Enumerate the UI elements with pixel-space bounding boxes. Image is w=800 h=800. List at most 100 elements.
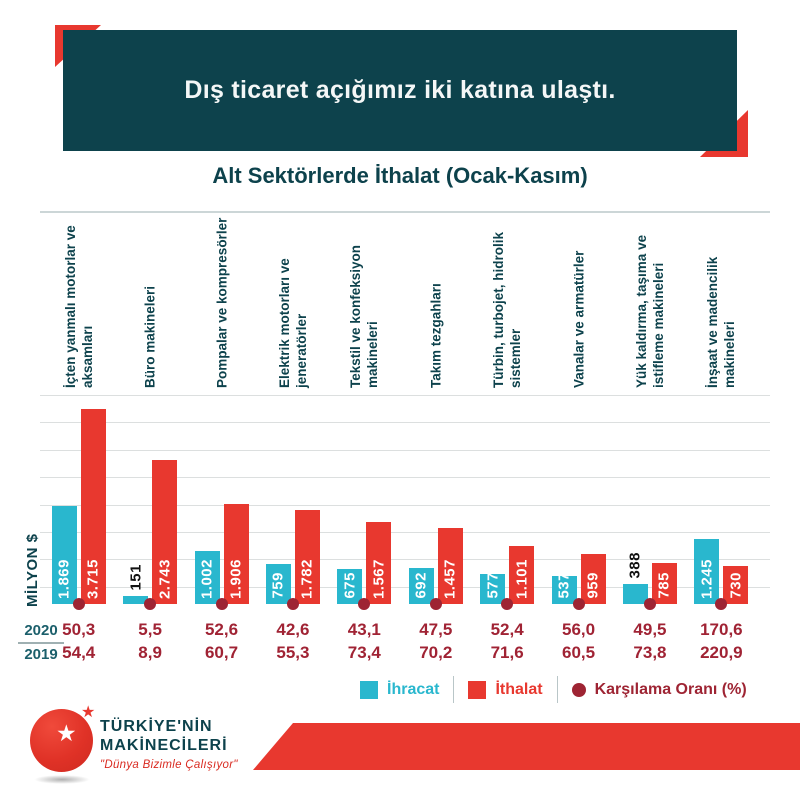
import-bar: 959 <box>580 554 606 604</box>
legend-label-karsilama: Karşılama Oranı (%) <box>594 680 747 698</box>
coverage-ratio-value: 60,5 <box>562 643 596 662</box>
import-bar: 1.782 <box>294 510 320 604</box>
title-banner: Dış ticaret açığımız iki katına ulaştı. <box>63 30 737 151</box>
chart-subtitle: Alt Sektörlerde İthalat (Ocak-Kasım) <box>212 163 588 188</box>
coverage-ratio-value: 70,2 <box>419 643 453 662</box>
category-column: İnşaat ve madencilik makineleri <box>686 214 757 388</box>
import-bar: 1.457 <box>437 528 463 604</box>
export-bar: 151 <box>123 564 149 604</box>
coverage-ratio-value: 73,4 <box>347 643 381 662</box>
category-label: Pompalar ve kompresörler <box>214 217 230 388</box>
coverage-ratio-value: 60,7 <box>204 643 239 662</box>
legend: İhracat İthalat Karşılama Oranı (%) <box>360 676 747 703</box>
logo-shadow <box>34 775 90 784</box>
banner-title: Dış ticaret açığımız iki katına ulaştı. <box>184 76 616 104</box>
category-labels: İçten yanmalı motorlar ve aksamları Büro … <box>43 214 757 388</box>
category-label: Takım tezgahları <box>428 283 444 388</box>
bar-value-label: 785 <box>655 572 673 599</box>
logo-slogan: "Dünya Bizimle Çalışıyor" <box>100 759 238 771</box>
category-label: Tekstil ve konfeksiyon makineleri <box>348 244 381 388</box>
legend-separator <box>453 676 455 703</box>
coverage-ratio-value: 52,6 <box>204 620 239 639</box>
logo-circle <box>30 709 93 772</box>
category-column: Büro makineleri <box>114 214 185 388</box>
bar-pair: 1.002 1.906 <box>186 395 257 610</box>
import-bar: 1.906 <box>223 504 249 604</box>
bar-value-label: 3.715 <box>84 558 102 599</box>
coverage-ratio-value: 42,6 <box>276 620 310 639</box>
coverage-ratio-value: 54,4 <box>62 643 96 662</box>
bar-value-label: 959 <box>584 572 602 599</box>
gridline <box>40 559 770 561</box>
gridline <box>40 532 770 533</box>
bar-pair: 537 959 <box>543 395 614 610</box>
bar-pair: 1.245 730 <box>686 395 757 610</box>
export-bar: 675 <box>337 569 363 604</box>
coverage-ratio-value: 50,3 <box>62 620 96 639</box>
coverage-ratio-dot <box>501 598 514 610</box>
gridline <box>40 422 770 424</box>
export-swatch-icon <box>360 680 378 699</box>
bar-pair: 1.869 3.715 <box>43 395 114 610</box>
bar-value-label: 1.457 <box>441 558 459 599</box>
y-axis-label: MİLYON $ <box>24 533 41 607</box>
bar-value-label: 537 <box>555 572 573 599</box>
bar-value-label: 2.743 <box>156 558 174 599</box>
bar-value-label: 388 <box>626 552 644 579</box>
category-column: İçten yanmalı motorlar ve aksamları <box>43 214 114 388</box>
coverage-ratio-dot <box>72 598 85 610</box>
coverage-ratio-row-2019: 54,4 8,9 60,7 55,3 73,4 70,2 71,6 60,5 73,8 220,9 <box>43 643 757 663</box>
bar-value-label: 675 <box>341 572 359 599</box>
bar-pair: 759 1.782 <box>257 395 328 610</box>
coverage-ratio-value: 55,3 <box>276 643 310 662</box>
category-column: Takım tezgahları <box>400 214 471 388</box>
category-label: Elektrik motorları ve jeneratörler <box>276 258 309 388</box>
import-bar: 730 <box>723 566 749 604</box>
export-bar: 1.869 <box>51 506 77 604</box>
coverage-ratio-dot <box>643 598 656 610</box>
bar-value-label: 1.567 <box>370 558 388 599</box>
category-label: Büro makineleri <box>142 285 158 388</box>
import-bar: 1.567 <box>366 522 392 604</box>
bar-chart-plot-area: 1.869 3.715 151 2.743 1.002 1.906 759 1.782 675 1… <box>40 395 770 610</box>
coverage-ratio-value: 49,5 <box>633 620 667 639</box>
coverage-ratio-dot <box>144 598 157 610</box>
bottom-red-band <box>253 723 800 770</box>
bar-value-label: 1.906 <box>227 558 245 599</box>
logo-text: TÜRKİYE'NİN MAKİNECİLERİ "Dünya Bizimle … <box>100 717 238 771</box>
export-bar: 388 <box>622 552 648 604</box>
gridline <box>40 504 770 506</box>
logo-line1: TÜRKİYE'NİN <box>100 718 213 735</box>
top-rule-line <box>40 211 770 213</box>
category-label: Türbin, turbojet, hidrolik sistemler <box>491 232 524 388</box>
coverage-ratio-value: 170,6 <box>700 620 743 639</box>
legend-item-ithalat: İthalat <box>468 680 543 699</box>
import-bar: 3.715 <box>80 409 106 604</box>
coverage-ratio-dot <box>215 598 228 610</box>
bar-value-label: 692 <box>412 572 430 599</box>
import-bar: 785 <box>651 563 677 604</box>
bar-value-label: 1.782 <box>298 558 316 599</box>
bar-pair: 692 1.457 <box>400 395 471 610</box>
star-icon: ★ <box>56 720 77 746</box>
export-bar: 692 <box>408 568 434 604</box>
bar-value-label: 577 <box>484 572 502 599</box>
bar-value-label: 1.101 <box>513 558 531 599</box>
import-bar: 2.743 <box>152 460 178 604</box>
legend-item-karsilama: Karşılama Oranı (%) <box>571 680 747 699</box>
bar-value-label: 759 <box>269 572 287 599</box>
category-label: İnşaat ve madencilik makineleri <box>705 256 738 388</box>
gridline <box>40 395 770 396</box>
legend-label-ihracat: İhracat <box>387 680 440 698</box>
coverage-ratio-value: 43,1 <box>347 620 381 639</box>
legend-item-ihracat: İhracat <box>360 680 440 699</box>
coverage-ratio-value: 52,4 <box>490 620 524 639</box>
bar-value-label: 151 <box>127 564 145 591</box>
category-column: Elektrik motorları ve jeneratörler <box>257 214 328 388</box>
bar-pair: 675 1.567 <box>329 395 400 610</box>
coverage-ratio-value: 73,8 <box>633 643 667 662</box>
bar-groups: 1.869 3.715 151 2.743 1.002 1.906 759 1.782 675 1… <box>43 395 757 610</box>
category-label: İçten yanmalı motorlar ve aksamları <box>62 225 95 388</box>
bar-value-label: 1.002 <box>198 558 216 599</box>
coverage-ratio-dot <box>358 598 371 610</box>
